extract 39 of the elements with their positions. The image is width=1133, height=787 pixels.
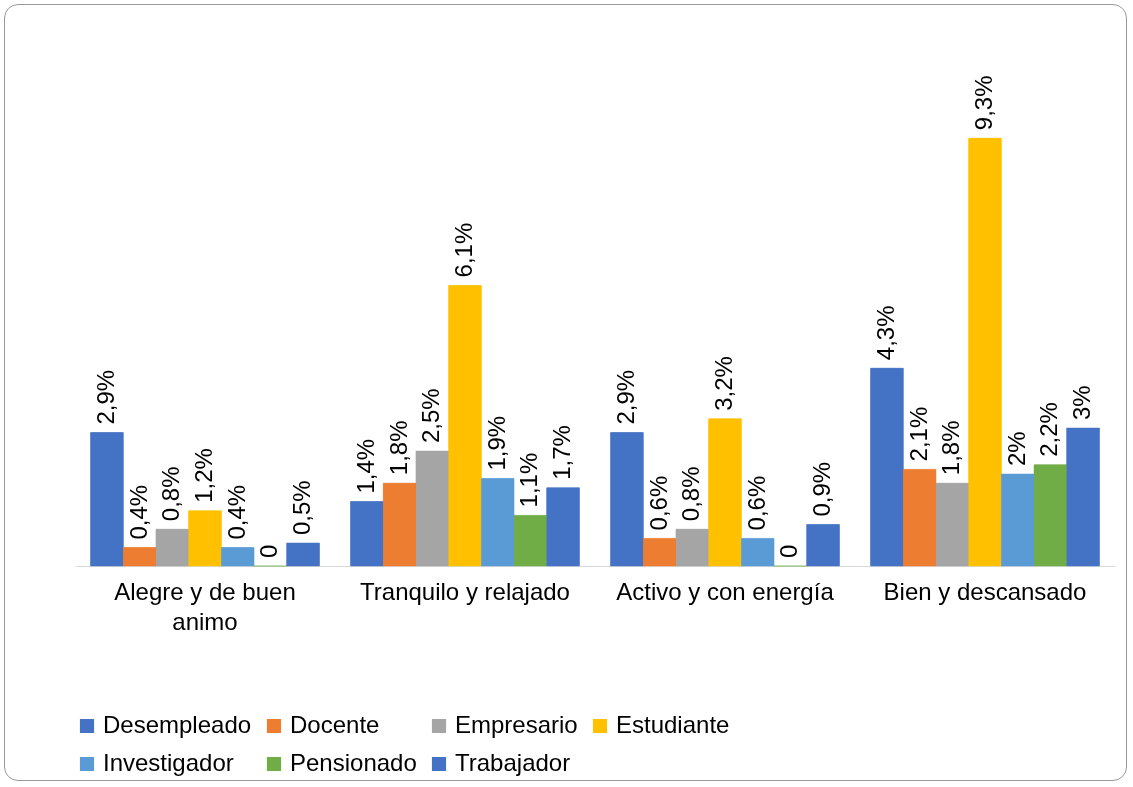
legend-label: Investigador bbox=[103, 749, 234, 776]
data-label: 2,5% bbox=[417, 388, 445, 443]
data-label: 9,3% bbox=[970, 75, 997, 131]
data-label: 2,1% bbox=[904, 406, 932, 462]
legend-label: Desempleado bbox=[103, 711, 252, 738]
data-label: 0,4% bbox=[222, 484, 250, 540]
legend-label: Docente bbox=[290, 711, 380, 738]
data-label: 0,8% bbox=[677, 466, 705, 522]
data-label: 3,2% bbox=[710, 356, 737, 411]
data-label: 0,5% bbox=[288, 480, 316, 535]
x-tick-label: Bien y descansado bbox=[883, 577, 1087, 605]
data-label: 0 bbox=[775, 544, 803, 558]
data-label: 1,1% bbox=[515, 452, 543, 508]
legend-label: Pensionado bbox=[290, 749, 417, 776]
data-label: 1,7% bbox=[548, 425, 576, 480]
data-label: 4,3% bbox=[871, 305, 899, 361]
x-tick-label: Activo y con energía bbox=[616, 577, 835, 605]
data-label: 1,8% bbox=[937, 420, 965, 476]
data-label: 2,2% bbox=[1035, 402, 1063, 457]
legend-label: Trabajador bbox=[455, 749, 571, 776]
data-label: 1,9% bbox=[482, 415, 510, 471]
x-tick-label: Alegre y de buen animo bbox=[114, 577, 296, 635]
data-label: 0,9% bbox=[808, 461, 836, 517]
data-label: 0,6% bbox=[644, 475, 672, 531]
data-label: 0,6% bbox=[742, 475, 770, 531]
data-label: 2,9% bbox=[91, 369, 119, 425]
data-label: 0,8% bbox=[157, 466, 185, 522]
data-label: 0,4% bbox=[124, 484, 152, 540]
data-label: 3% bbox=[1068, 385, 1096, 420]
data-label: 1,8% bbox=[384, 420, 412, 476]
legend-label: Estudiante bbox=[616, 711, 730, 738]
data-label: 1,2% bbox=[190, 448, 217, 503]
data-label: 1,4% bbox=[351, 438, 379, 494]
data-label: 2,9% bbox=[611, 369, 639, 425]
data-label: 2% bbox=[1002, 431, 1030, 466]
data-label: 0 bbox=[255, 544, 283, 558]
data-label: 6,1% bbox=[450, 222, 477, 278]
legend-label: Empresario bbox=[455, 711, 578, 738]
x-tick-label: Tranquilo y relajado bbox=[360, 577, 570, 605]
